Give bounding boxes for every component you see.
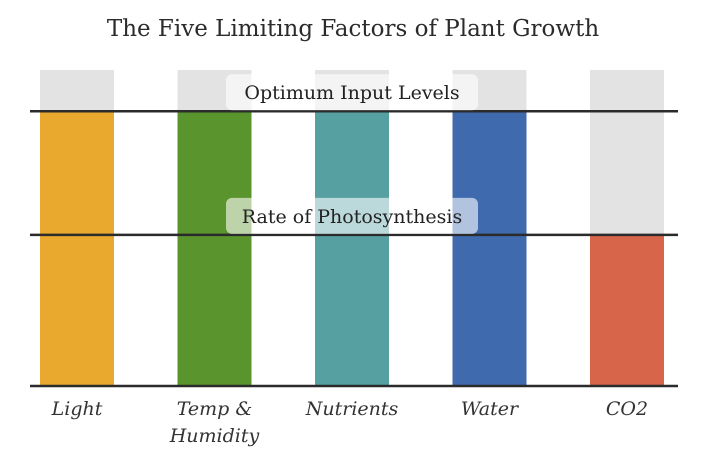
- bar-2: [315, 111, 389, 386]
- bar-0: [40, 111, 114, 386]
- reference-label-1: Rate of Photosynthesis: [242, 206, 462, 228]
- category-label-3: Water: [461, 398, 520, 420]
- category-labels: Light Temp & Humidity Nutrients Water CO2: [51, 398, 648, 447]
- category-label-line: CO2: [606, 398, 648, 420]
- reference-lines: Optimum Input Levels Rate of Photosynthes…: [30, 74, 678, 237]
- category-label-line: Water: [461, 398, 520, 420]
- reference-label-0: Optimum Input Levels: [244, 82, 459, 104]
- category-label-0: Light: [51, 398, 103, 420]
- bars: [40, 111, 664, 386]
- category-label-1: Temp & Humidity: [169, 398, 260, 447]
- bar-4: [590, 234, 664, 386]
- category-label-4: CO2: [606, 398, 648, 420]
- category-label-2: Nutrients: [305, 398, 399, 420]
- bar-3: [452, 111, 527, 386]
- category-label-line: Humidity: [169, 425, 260, 447]
- category-label-line: Nutrients: [305, 398, 399, 420]
- category-label-line: Light: [51, 398, 103, 420]
- category-label-line: Temp &: [177, 398, 253, 420]
- reference-label-box-0: [226, 74, 478, 111]
- reference-label-box-1: [226, 197, 478, 234]
- chart-title: The Five Limiting Factors of Plant Growt…: [107, 16, 599, 42]
- bar-1: [177, 111, 252, 386]
